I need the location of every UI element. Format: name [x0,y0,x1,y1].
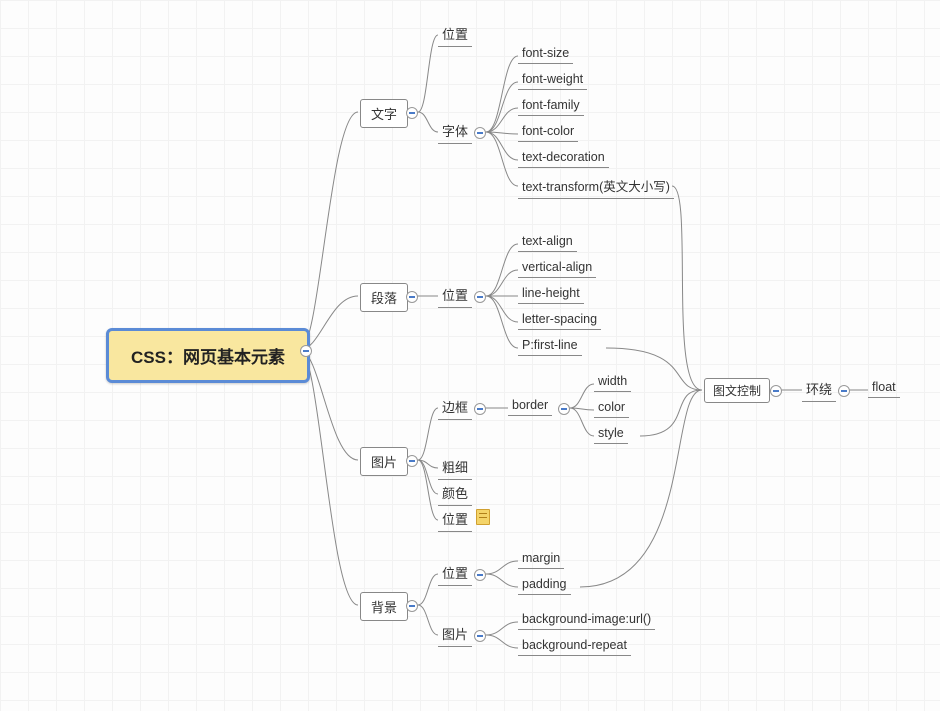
collapse-icon[interactable] [558,403,570,415]
leaf-text-align[interactable]: text-align [518,232,577,252]
leaf-first-line[interactable]: P:first-line [518,336,582,356]
leaf-margin[interactable]: margin [518,549,564,569]
text-pos[interactable]: 位置 [438,22,472,47]
node-paragraph[interactable]: 段落 [360,283,408,312]
leaf-bg-image[interactable]: background-image:url() [518,610,655,630]
collapse-icon[interactable] [406,600,418,612]
node-text[interactable]: 文字 [360,99,408,128]
node-text-label: 文字 [371,107,397,122]
img-pos[interactable]: 位置 [438,507,472,532]
leaf-line-height[interactable]: line-height [518,284,584,304]
collapse-icon[interactable] [770,385,782,397]
leaf-bg-repeat[interactable]: background-repeat [518,636,631,656]
img-thick[interactable]: 粗细 [438,455,472,480]
collapse-icon[interactable] [474,630,486,642]
node-paragraph-label: 段落 [371,291,397,306]
leaf-font-color[interactable]: font-color [518,122,578,142]
collapse-icon[interactable] [474,569,486,581]
imgtext-label: 图文控制 [713,384,761,398]
root-label: CSS：网页基本元素 [131,348,285,367]
collapse-icon[interactable] [474,403,486,415]
collapse-icon[interactable] [838,385,850,397]
node-image-label: 图片 [371,455,397,470]
leaf-padding[interactable]: padding [518,575,571,595]
collapse-icon[interactable] [300,345,312,357]
para-pos[interactable]: 位置 [438,283,472,308]
collapse-icon[interactable] [474,291,486,303]
leaf-border-width[interactable]: width [594,372,631,392]
collapse-icon[interactable] [406,455,418,467]
imgtext-wrap[interactable]: 环绕 [802,377,836,402]
collapse-icon[interactable] [474,127,486,139]
node-imgtext[interactable]: 图文控制 [704,378,770,403]
collapse-icon[interactable] [406,291,418,303]
root-node[interactable]: CSS：网页基本元素 [106,328,310,383]
note-icon[interactable] [476,509,490,525]
collapse-icon[interactable] [406,107,418,119]
leaf-font-weight[interactable]: font-weight [518,70,587,90]
img-border-cat[interactable]: 边框 [438,395,472,420]
node-background[interactable]: 背景 [360,592,408,621]
mindmap-canvas: { "canvas":{"width":940,"height":711,"bg… [0,0,940,711]
bg-img-cat[interactable]: 图片 [438,622,472,647]
leaf-font-size[interactable]: font-size [518,44,573,64]
leaf-text-transform[interactable]: text-transform(英文大小写) [518,174,674,199]
leaf-text-decoration[interactable]: text-decoration [518,148,609,168]
leaf-font-family[interactable]: font-family [518,96,584,116]
leaf-letter-spacing[interactable]: letter-spacing [518,310,601,330]
leaf-float[interactable]: float [868,378,900,398]
node-image[interactable]: 图片 [360,447,408,476]
leaf-border-style[interactable]: style [594,424,628,444]
leaf-border-color[interactable]: color [594,398,629,418]
bg-pos[interactable]: 位置 [438,561,472,586]
img-border[interactable]: border [508,396,552,416]
img-color[interactable]: 颜色 [438,481,472,506]
node-background-label: 背景 [371,600,397,615]
text-font[interactable]: 字体 [438,119,472,144]
leaf-vertical-align[interactable]: vertical-align [518,258,596,278]
